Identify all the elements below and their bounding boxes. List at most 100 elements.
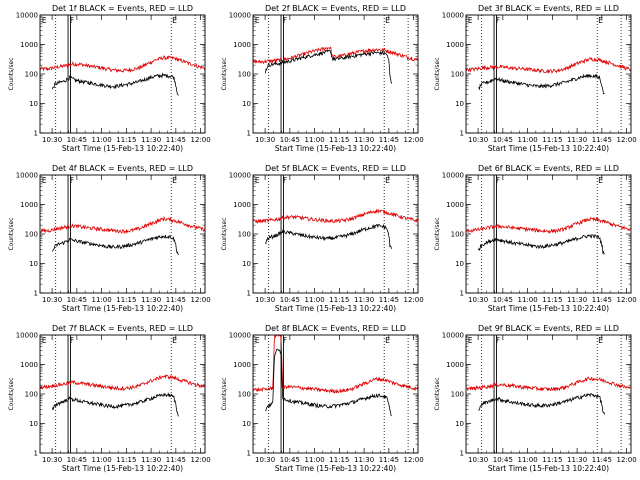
lld-series-line bbox=[465, 216, 632, 234]
panel-title: Det 5f BLACK = Events, RED = LLD bbox=[265, 164, 406, 173]
x-tick-label: 12:00 bbox=[617, 296, 637, 304]
plot-frame bbox=[252, 334, 419, 454]
y-axis-label: Counts/sec bbox=[8, 217, 15, 250]
y-tick-label: 10000 bbox=[16, 172, 38, 180]
x-tick-label: 11:30 bbox=[567, 296, 587, 304]
events-series-line bbox=[51, 392, 179, 417]
marker-label: F bbox=[496, 176, 500, 185]
x-tick-label: 12:00 bbox=[191, 456, 211, 464]
marker-label: F bbox=[496, 16, 500, 25]
x-tick-label: 11:30 bbox=[567, 136, 587, 144]
x-tick-label: 11:00 bbox=[518, 456, 538, 464]
detector-panel: Det 9f BLACK = Events, RED = LLD Counts/s… bbox=[434, 324, 637, 473]
panel-title: Det 9f BLACK = Events, RED = LLD bbox=[478, 324, 619, 333]
marker-label: E bbox=[255, 176, 260, 185]
marker-label: F bbox=[283, 336, 287, 345]
marker-label: F bbox=[283, 176, 287, 185]
x-tick-label: 11:45 bbox=[592, 456, 612, 464]
y-tick-label: 1 bbox=[247, 290, 251, 298]
x-tick-label: 11:15 bbox=[329, 136, 349, 144]
panel-title: Det 8f BLACK = Events, RED = LLD bbox=[265, 324, 406, 333]
marker-label: E bbox=[598, 16, 603, 25]
lld-series-line bbox=[252, 334, 419, 394]
x-tick-label: 11:00 bbox=[305, 456, 325, 464]
marker-label: E bbox=[385, 16, 390, 25]
y-tick-label: 1 bbox=[247, 130, 251, 138]
x-tick-label: 10:45 bbox=[280, 456, 300, 464]
x-tick-label: 11:45 bbox=[166, 456, 186, 464]
x-tick-label: 10:45 bbox=[280, 136, 300, 144]
lld-series-line bbox=[39, 374, 206, 392]
y-tick-label: 10000 bbox=[229, 332, 251, 340]
marker-label: E bbox=[385, 176, 390, 185]
y-tick-label: 100 bbox=[238, 231, 251, 239]
x-tick-label: 10:30 bbox=[468, 296, 488, 304]
lld-series-line bbox=[252, 46, 419, 65]
marker-label: F bbox=[70, 16, 74, 25]
x-tick-label: 11:15 bbox=[542, 296, 562, 304]
detector-panel: Det 2f BLACK = Events, RED = LLD Counts/s… bbox=[221, 4, 424, 153]
x-axis-label: Start Time (15-Feb-13 10:22:40) bbox=[275, 144, 396, 153]
x-tick-label: 11:15 bbox=[116, 136, 136, 144]
x-tick-label: 12:00 bbox=[404, 296, 424, 304]
marker-label: E bbox=[42, 16, 47, 25]
x-tick-label: 10:45 bbox=[493, 296, 513, 304]
marker-label: E bbox=[255, 336, 260, 345]
y-tick-label: 10 bbox=[455, 420, 464, 428]
y-tick-label: 10000 bbox=[16, 332, 38, 340]
marker-label: E bbox=[385, 336, 390, 345]
x-tick-label: 11:45 bbox=[379, 456, 399, 464]
x-tick-label: 10:30 bbox=[468, 456, 488, 464]
y-tick-label: 10000 bbox=[229, 172, 251, 180]
panel-title: Det 2f BLACK = Events, RED = LLD bbox=[265, 4, 406, 13]
x-tick-label: 11:15 bbox=[542, 136, 562, 144]
x-axis-label: Start Time (15-Feb-13 10:22:40) bbox=[62, 304, 183, 313]
events-series-line bbox=[478, 393, 605, 415]
y-tick-label: 100 bbox=[25, 231, 38, 239]
y-tick-label: 100 bbox=[238, 391, 251, 399]
x-tick-label: 11:00 bbox=[518, 136, 538, 144]
y-tick-label: 1000 bbox=[446, 201, 464, 209]
x-tick-label: 11:15 bbox=[329, 456, 349, 464]
x-tick-label: 10:45 bbox=[67, 296, 87, 304]
plot-frame bbox=[465, 174, 632, 294]
x-tick-label: 10:30 bbox=[255, 136, 275, 144]
x-tick-label: 11:30 bbox=[141, 136, 161, 144]
marker-label: F bbox=[283, 16, 287, 25]
y-axis-label: Counts/sec bbox=[221, 377, 228, 410]
x-tick-label: 12:00 bbox=[404, 136, 424, 144]
marker-label: E bbox=[172, 16, 177, 25]
y-tick-label: 10 bbox=[242, 100, 251, 108]
y-tick-label: 10 bbox=[242, 260, 251, 268]
detector-panel: Det 8f BLACK = Events, RED = LLD Counts/s… bbox=[221, 324, 424, 473]
plot-frame bbox=[252, 14, 419, 134]
plot-frame bbox=[465, 14, 632, 134]
x-tick-label: 11:45 bbox=[592, 296, 612, 304]
x-tick-label: 11:45 bbox=[166, 136, 186, 144]
x-tick-label: 11:45 bbox=[166, 296, 186, 304]
x-tick-label: 12:00 bbox=[191, 136, 211, 144]
y-tick-label: 1000 bbox=[20, 201, 38, 209]
y-tick-label: 10 bbox=[455, 260, 464, 268]
x-tick-label: 11:45 bbox=[592, 136, 612, 144]
x-axis-label: Start Time (15-Feb-13 10:22:40) bbox=[488, 304, 609, 313]
plot-frame bbox=[252, 174, 419, 294]
plot-frame bbox=[39, 174, 206, 294]
x-tick-label: 11:30 bbox=[141, 456, 161, 464]
plot-frame bbox=[465, 334, 632, 454]
lld-series-line bbox=[465, 376, 632, 392]
events-series-line bbox=[478, 233, 605, 255]
y-tick-label: 10 bbox=[242, 420, 251, 428]
detector-panel: Det 6f BLACK = Events, RED = LLD Counts/s… bbox=[434, 164, 637, 313]
y-tick-label: 1 bbox=[34, 450, 38, 458]
x-tick-label: 11:15 bbox=[329, 296, 349, 304]
x-tick-label: 11:00 bbox=[92, 136, 112, 144]
y-tick-label: 1000 bbox=[233, 361, 251, 369]
y-tick-label: 100 bbox=[451, 391, 464, 399]
y-tick-label: 10000 bbox=[16, 12, 38, 20]
x-axis-label: Start Time (15-Feb-13 10:22:40) bbox=[275, 304, 396, 313]
y-tick-label: 100 bbox=[238, 71, 251, 79]
x-tick-label: 11:00 bbox=[305, 136, 325, 144]
x-tick-label: 12:00 bbox=[404, 456, 424, 464]
marker-label: E bbox=[172, 336, 177, 345]
